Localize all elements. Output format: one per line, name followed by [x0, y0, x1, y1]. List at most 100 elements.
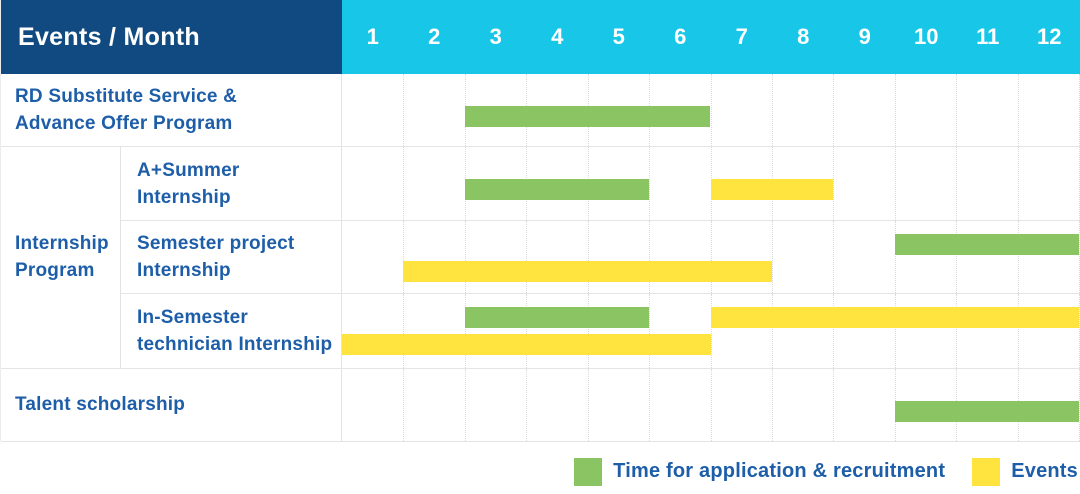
timeline-cell-rd-substitute-service [342, 74, 1080, 147]
month-gridline [833, 220, 835, 294]
month-header-1: 1 [366, 24, 379, 49]
gantt-table: Events / Month 1 2 3 4 5 6 7 8 9 10 11 1… [0, 0, 1080, 442]
month-gridline [833, 368, 835, 441]
month-gridline [587, 294, 589, 368]
month-gridline [649, 220, 651, 294]
timeline-cell-in-semester-technician-internship [342, 294, 1080, 368]
month-header-12: 12 [1037, 24, 1062, 49]
month-gridline [403, 220, 405, 294]
row-label-line: Internship [137, 186, 231, 208]
month-gridline [403, 74, 405, 147]
header-title: Events / Month [18, 22, 200, 51]
gantt-bar-yellow [710, 307, 1079, 329]
header-title-cell: Events / Month [1, 0, 342, 74]
row-label-semester-project-internship: Semester project Internship [121, 220, 342, 294]
month-gridline [956, 147, 958, 220]
month-gridline [403, 368, 405, 441]
month-gridline [771, 220, 773, 294]
month-gridline [1017, 74, 1019, 147]
month-gridline [894, 294, 896, 368]
legend-item-events: Events [972, 457, 1078, 486]
gantt-bar-yellow [403, 260, 772, 282]
gantt-bar-yellow [342, 334, 711, 356]
row-label-line: Internship [137, 259, 231, 281]
month-header-2: 2 [428, 24, 441, 49]
row-label-rd-substitute-service: RD Substitute Service & Advance Offer Pr… [1, 74, 342, 147]
row-label-line: Talent scholarship [15, 394, 186, 416]
gantt-bar-green [464, 307, 650, 329]
month-gridline [833, 74, 835, 147]
internship-program-rows: A+Summer Internship Semester project Int… [121, 147, 1080, 368]
gantt-bar-green [464, 179, 650, 201]
month-gridline [710, 220, 712, 294]
month-gridline [464, 294, 466, 368]
month-gridline [956, 74, 958, 147]
row-in-semester-technician-internship: In-Semester technician Internship [121, 294, 1080, 368]
month-header-3: 3 [489, 24, 502, 49]
month-gridline [649, 294, 651, 368]
timeline-cell-talent-scholarship [342, 368, 1080, 441]
gantt-bar-green [464, 106, 711, 127]
row-label-line: technician Internship [137, 333, 333, 355]
month-gridline [649, 147, 651, 220]
month-gridline [771, 294, 773, 368]
month-gridline [526, 368, 528, 441]
gantt-bar-green [894, 233, 1079, 255]
month-gridline [587, 368, 589, 441]
row-label-talent-scholarship: Talent scholarship [1, 368, 342, 441]
months-header-strip: 1 2 3 4 5 6 7 8 9 10 11 12 [342, 0, 1080, 74]
month-header-10: 10 [914, 24, 939, 49]
green-swatch-icon [574, 457, 603, 486]
header-row: Events / Month 1 2 3 4 5 6 7 8 9 10 11 1… [1, 0, 1080, 74]
month-header-4: 4 [551, 24, 564, 49]
month-gridline [956, 220, 958, 294]
row-talent-scholarship: Talent scholarship [1, 368, 1080, 442]
legend: Time for application & recruitment Event… [0, 441, 1080, 494]
month-gridline [649, 368, 651, 441]
month-header-8: 8 [797, 24, 810, 49]
row-label-line: In-Semester [137, 306, 248, 328]
month-gridline [833, 147, 835, 220]
row-label-line: A+Summer [137, 159, 240, 181]
group-label-line: Program [15, 260, 95, 282]
month-gridline [526, 294, 528, 368]
legend-label-events: Events [1011, 460, 1078, 482]
month-header-6: 6 [674, 24, 687, 49]
month-header-11: 11 [976, 24, 1000, 49]
month-gridline [1017, 294, 1019, 368]
month-gridline [710, 74, 712, 147]
yellow-swatch-icon [972, 457, 1001, 486]
group-label-line: Internship [15, 233, 109, 255]
month-gridline [956, 294, 958, 368]
month-gridline [403, 294, 405, 368]
row-semester-project-internship: Semester project Internship [121, 220, 1080, 295]
month-gridline [1017, 220, 1019, 294]
gantt-bar-yellow [710, 179, 834, 201]
month-header-5: 5 [612, 24, 625, 49]
month-gridline [464, 220, 466, 294]
group-label-internship-program: Internship Program [1, 147, 121, 368]
month-gridline [1017, 147, 1019, 220]
gantt-bar-green [894, 400, 1079, 422]
row-rd-substitute-service: RD Substitute Service & Advance Offer Pr… [1, 74, 1080, 148]
legend-item-application-recruitment: Time for application & recruitment [574, 457, 945, 486]
row-label-line: Advance Offer Program [15, 113, 233, 135]
month-header-9: 9 [858, 24, 871, 49]
month-gridline [587, 220, 589, 294]
month-gridline [771, 368, 773, 441]
month-header-7: 7 [735, 24, 748, 49]
month-gridline [710, 294, 712, 368]
month-gridline [526, 220, 528, 294]
internship-program-band: Internship Program A+Summer Internship S… [1, 147, 1080, 369]
row-label-a-plus-summer-internship: A+Summer Internship [121, 147, 342, 220]
month-gridline [894, 74, 896, 147]
row-label-in-semester-technician-internship: In-Semester technician Internship [121, 294, 342, 368]
timeline-cell-semester-project-internship [342, 220, 1080, 294]
row-label-line: RD Substitute Service & [15, 86, 238, 108]
month-gridline [403, 147, 405, 220]
timeline-cell-a-plus-summer-internship [342, 147, 1080, 220]
month-gridline [894, 147, 896, 220]
month-gridline [464, 368, 466, 441]
month-gridline [710, 368, 712, 441]
